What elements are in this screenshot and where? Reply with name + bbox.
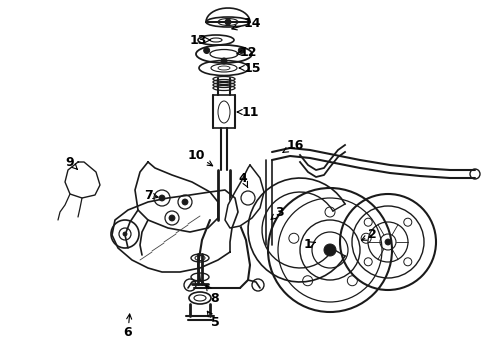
Text: 10: 10 — [187, 149, 213, 166]
Circle shape — [324, 244, 336, 256]
Circle shape — [169, 215, 175, 221]
Text: 6: 6 — [123, 314, 132, 338]
Circle shape — [225, 19, 231, 25]
Text: 9: 9 — [66, 156, 77, 169]
Text: 13: 13 — [189, 33, 210, 46]
Text: 16: 16 — [283, 139, 304, 152]
Circle shape — [385, 239, 391, 245]
Text: 12: 12 — [237, 45, 257, 59]
Polygon shape — [225, 165, 264, 228]
Text: 15: 15 — [239, 62, 261, 75]
Polygon shape — [65, 162, 100, 198]
Circle shape — [123, 232, 127, 236]
Text: 3: 3 — [271, 206, 284, 220]
Text: 14: 14 — [232, 17, 261, 30]
Circle shape — [238, 48, 245, 54]
Text: 4: 4 — [239, 171, 248, 188]
Circle shape — [204, 48, 210, 54]
Polygon shape — [135, 162, 218, 232]
Circle shape — [182, 199, 188, 205]
Text: 8: 8 — [206, 285, 220, 305]
Text: 5: 5 — [207, 311, 220, 328]
Circle shape — [221, 58, 227, 64]
Polygon shape — [206, 8, 250, 22]
Text: 1: 1 — [304, 239, 315, 252]
Text: 11: 11 — [237, 105, 259, 118]
Text: 7: 7 — [144, 189, 158, 202]
Circle shape — [159, 195, 165, 201]
Polygon shape — [112, 190, 238, 272]
Text: 2: 2 — [362, 229, 376, 242]
